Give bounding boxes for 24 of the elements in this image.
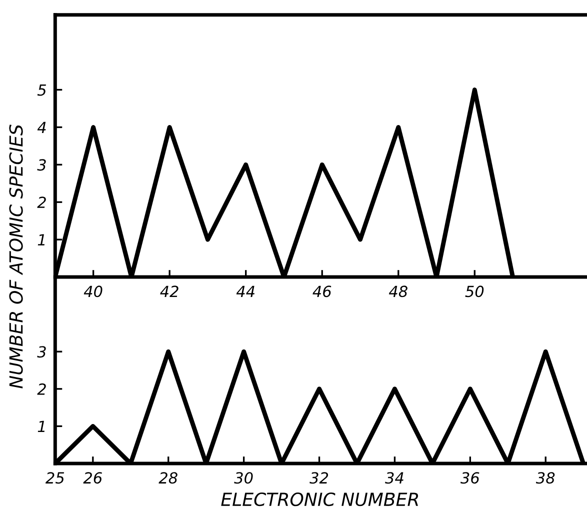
y-tick-label: 5 (37, 84, 46, 96)
x-tick-label: 28 (158, 472, 178, 484)
x-tick-label: 42 (160, 286, 178, 297)
x-tick-label: 44 (236, 286, 254, 297)
x-tick-label: 40 (84, 286, 102, 298)
y-tick-label: 1 (38, 234, 45, 246)
x-tick-label: 48 (388, 286, 408, 298)
x-tick-label: 26 (83, 472, 102, 484)
y-tick-label: 2 (37, 196, 46, 208)
x-tick-label: 34 (385, 472, 404, 484)
x-tick-label: 50 (465, 286, 484, 298)
x-tick-label: 32 (310, 472, 328, 484)
x-tick-label: 38 (536, 472, 555, 484)
y-axis-title: NUMBER OF ATOMIC SPECIES (9, 124, 23, 388)
x-tick-label: 46 (312, 286, 332, 298)
x-axis-title: ELECTRONIC NUMBER (221, 492, 418, 506)
y-tick-label: 4 (37, 122, 46, 134)
y-tick-label: 3 (37, 159, 46, 171)
x-tick-label: 25 (46, 472, 64, 484)
y-tick-label: 2 (37, 383, 46, 395)
x-tick-label: 36 (460, 472, 480, 484)
y-tick-label: 3 (37, 346, 46, 358)
y-tick-label: 1 (38, 420, 45, 432)
x-tick-label: 30 (234, 472, 253, 484)
